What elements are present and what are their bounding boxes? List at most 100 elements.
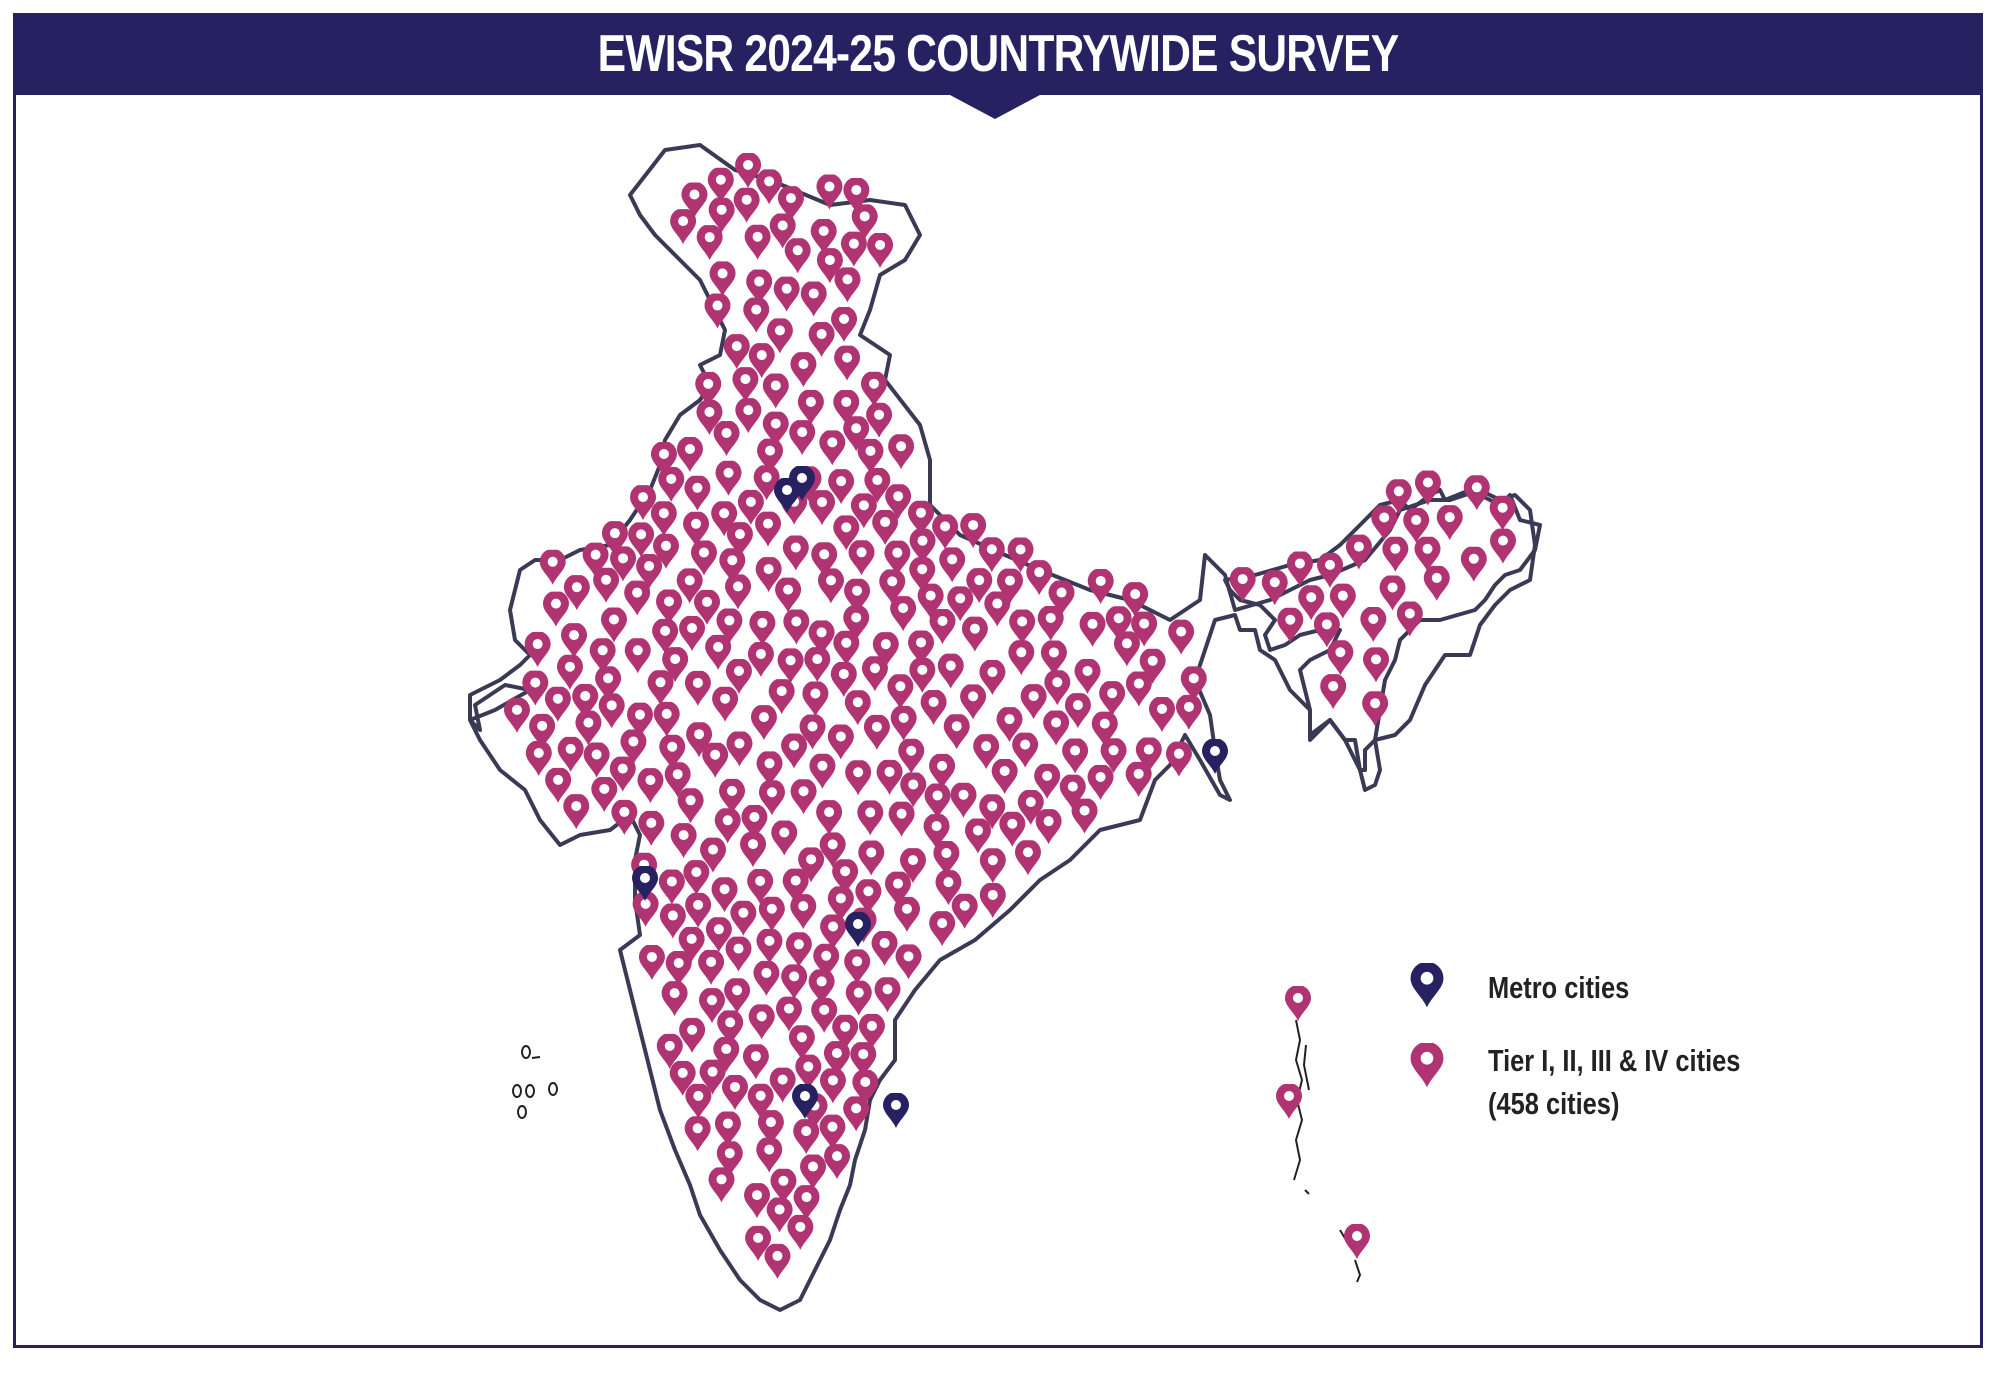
tier-city-pin-icon [872, 510, 899, 546]
tier-city-pin-icon [715, 460, 742, 496]
tier-city-pin-icon [714, 1111, 741, 1147]
lakshadweep-islands [512, 1045, 558, 1119]
tier-city-pin-icon [685, 1083, 712, 1119]
tier-city-pin-icon [979, 882, 1006, 918]
tier-city-pin-icon [991, 759, 1018, 795]
tier-city-pin-icon [890, 596, 917, 632]
tier-city-pin-icon [790, 779, 817, 815]
tier-city-pin-icon [808, 322, 835, 358]
tier-city-pin-icon [753, 960, 780, 996]
tier-city-pin-icon [827, 724, 854, 760]
tier-city-pin-icon [773, 276, 800, 312]
tier-city-pin-icon [1175, 694, 1202, 730]
legend-tier-label: Tier I, II, III & IV cities [1488, 1043, 1741, 1078]
tier-city-pin-icon [696, 225, 723, 261]
tier-city-pin-icon [782, 535, 809, 571]
tier-city-pin-icon [735, 398, 762, 434]
tier-city-pin-icon [1125, 671, 1152, 707]
tier-city-pin-icon [1009, 609, 1036, 645]
tier-city-pin-icon [939, 547, 966, 583]
tier-city-pin-icon [1087, 764, 1114, 800]
tier-city-pin-icon [705, 634, 732, 670]
tier-city-pin-icon [724, 978, 751, 1014]
tier-city-pin-icon [1345, 534, 1372, 570]
tier-city-pin-icon [863, 714, 890, 750]
tier-city-pin-icon [1043, 710, 1070, 746]
tier-city-pin-icon [1490, 528, 1517, 564]
tier-city-pin-icon [861, 656, 888, 692]
tier-city-pin-icon [730, 900, 757, 936]
tier-city-pin-icon [726, 731, 753, 767]
tier-city-pin-icon [670, 823, 697, 859]
tier-city-pin-icon [888, 434, 915, 470]
tier-city-pin-icon [758, 896, 785, 932]
tier-city-pin-icon [563, 794, 590, 830]
title-banner-pointer [950, 95, 1040, 119]
tier-city-pin-icon [611, 799, 638, 835]
tier-city-pin-icon [783, 609, 810, 645]
tier-city-pin-icon [653, 701, 680, 737]
tier-city-pin-icon [874, 977, 901, 1013]
tier-city-pin-icon [503, 697, 530, 733]
tier-city-pin-icon [744, 1183, 771, 1219]
tier-city-pin-icon [844, 949, 871, 985]
tier-city-pin-icon [684, 670, 711, 706]
tier-city-pin-icon [742, 1044, 769, 1080]
tier-city-pin-icon [857, 800, 884, 836]
tier-city-pin-icon [725, 936, 752, 972]
tier-city-pin-icon [888, 801, 915, 837]
tier-city-pin-icon [887, 674, 914, 710]
tier-city-pin-icon [771, 820, 798, 856]
tier-city-pin-icon [890, 705, 917, 741]
tier-city-pin-icon [964, 818, 991, 854]
tier-city-pin-icon [876, 759, 903, 795]
tier-city-pin-icon [1099, 681, 1126, 717]
tier-city-pin-icon [542, 591, 569, 627]
metro-city-pin-icon [883, 1093, 909, 1128]
tier-city-pin-icon [800, 1154, 827, 1190]
tier-city-pin-icon [647, 670, 674, 706]
tier-city-pin-icon [1087, 568, 1114, 604]
tier-city-pin-icon [749, 610, 776, 646]
tier-city-pin-icon [683, 860, 710, 896]
tier-city-pin-icon [858, 840, 885, 876]
tier-city-pin-icon [961, 616, 988, 652]
tier-city-pin-icon [793, 1119, 820, 1155]
tier-city-pin-icon [1012, 732, 1039, 768]
tier-city-pin-icon [624, 580, 651, 616]
tier-city-pin-icon [978, 537, 1005, 573]
tier-city-pin-icon [1079, 611, 1106, 647]
tier-city-pin-icon [1008, 640, 1035, 676]
tier-city-pin-icon [733, 187, 760, 223]
tier-city-pin-icon [539, 549, 566, 585]
tier-city-pin-icon [723, 334, 750, 370]
tier-city-pin-icon [871, 930, 898, 966]
tier-city-pin-icon [1460, 546, 1487, 582]
tier-city-pin-icon [756, 928, 783, 964]
tier-city-pin-icon [845, 980, 872, 1016]
tier-city-pin-icon [937, 653, 964, 689]
tier-city-pin-icon [1040, 640, 1067, 676]
tier-city-pin-icon [556, 654, 583, 690]
tier-city-pin-icon [557, 736, 584, 772]
legend-metro-icon [1410, 963, 1444, 1008]
legend-tier-count: (458 cities) [1488, 1086, 1620, 1121]
tier-city-pin-icon [793, 1185, 820, 1221]
tier-city-pin-icon [525, 741, 552, 776]
tier-city-pin-icon [650, 501, 677, 537]
tier-city-pin-icon [950, 782, 977, 818]
tier-city-pin-icon [698, 949, 725, 985]
tier-city-pin-icon [1285, 986, 1311, 1021]
tier-city-pin-icon [1149, 696, 1176, 732]
tier-city-pin-icon [583, 742, 610, 778]
tier-city-pin-icon [638, 944, 665, 980]
tier-city-pin-icon [714, 808, 741, 844]
tier-city-pin-icon [684, 475, 711, 511]
india-mainland-outline [468, 143, 1537, 1312]
tier-city-pin-icon [679, 1017, 706, 1053]
tier-city-pin-icon [624, 638, 651, 674]
tier-city-pin-icon [748, 1004, 775, 1040]
tier-city-pin-icon [1035, 809, 1062, 845]
tier-city-pin-icon [804, 647, 831, 683]
